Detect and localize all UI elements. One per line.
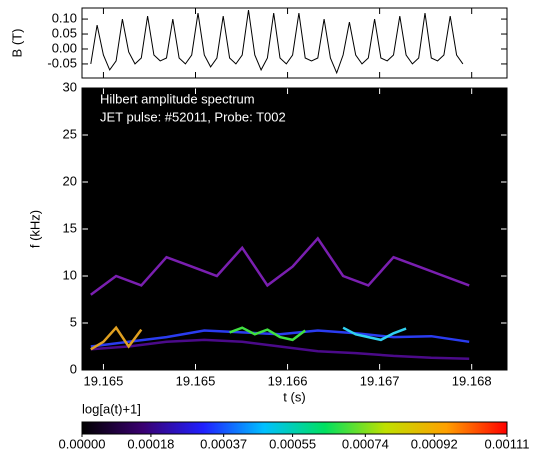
colorbar-tick-label: 0.00018 [127, 436, 174, 451]
data-line [90, 329, 470, 348]
colorbar-tick-label: 0.00055 [269, 436, 316, 451]
data-line [90, 325, 143, 351]
data-line [90, 10, 464, 75]
plot-frame [81, 87, 508, 371]
plot-frame [81, 7, 508, 79]
x-tick-label: 19.167 [360, 373, 400, 388]
y-tick-label: 0.10 [52, 11, 77, 26]
y-tick-label: 5 [70, 314, 77, 329]
data-line [229, 326, 306, 342]
colorbar-tick-label: 0.00092 [411, 436, 458, 451]
colorbar [81, 421, 508, 435]
colorbar-tick-label: 0.00037 [200, 436, 247, 451]
plot-background [82, 88, 507, 370]
colorbar-tick-label: 0.00074 [342, 436, 389, 451]
y-tick-label: 0 [70, 361, 77, 376]
y-axis-label: B (T) [9, 29, 24, 58]
y-axis-label: f (kHz) [27, 210, 42, 248]
y-tick-label: 10 [63, 267, 77, 282]
colorbar-tick-label: 0.00111 [484, 436, 529, 451]
x-tick-label: 19.166 [268, 373, 308, 388]
x-tick-label: 19.165 [176, 373, 216, 388]
x-tick-label: 19.165 [84, 373, 124, 388]
data-line [90, 236, 470, 296]
x-axis-label: t (s) [283, 389, 305, 404]
y-tick-label: 0.00 [52, 40, 77, 55]
annotation: JET pulse: #52011, Probe: T002 [100, 109, 286, 124]
y-tick-label: 0.05 [52, 25, 77, 40]
y-tick-label: 15 [63, 220, 77, 235]
y-tick-label: 25 [63, 126, 77, 141]
y-tick-label: 30 [63, 79, 77, 94]
annotation: Hilbert amplitude spectrum [100, 91, 255, 106]
y-tick-label: -0.05 [47, 55, 77, 70]
x-tick-label: 19.168 [452, 373, 492, 388]
data-line [342, 326, 407, 342]
data-line [90, 338, 470, 360]
y-tick-label: 20 [63, 173, 77, 188]
colorbar-title: log[a(t)+1] [82, 401, 141, 416]
colorbar-tick-label: 0.00000 [59, 436, 106, 451]
